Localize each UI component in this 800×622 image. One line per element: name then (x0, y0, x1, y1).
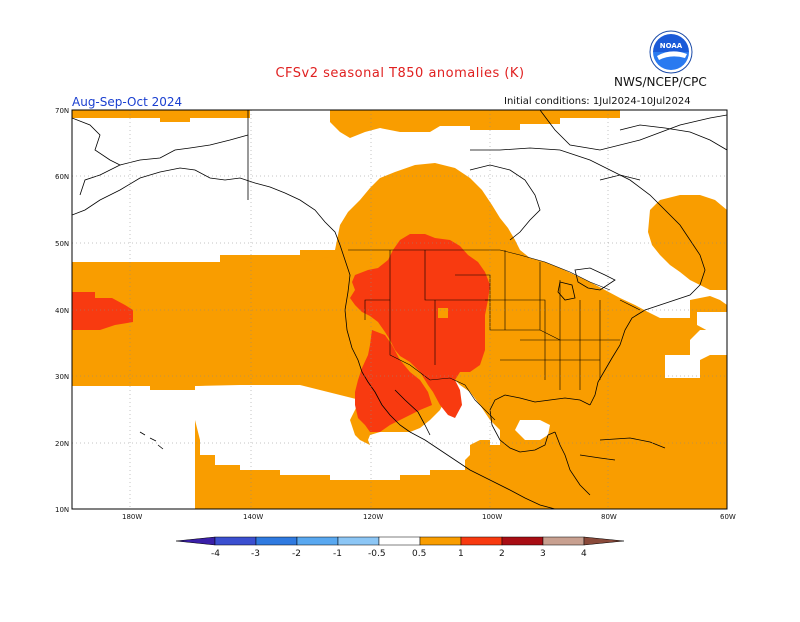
colorbar-label: 3 (540, 549, 546, 559)
noaa-logo-icon: NOAA (649, 30, 693, 74)
colorbar-label: 1 (458, 549, 464, 559)
colorbar-label: 2 (499, 549, 505, 559)
logo-text: NOAA (660, 42, 683, 50)
lon-label: 140W (243, 513, 263, 521)
anomaly-region-red-west (350, 234, 490, 418)
anomaly-region-red-pacific (72, 292, 133, 330)
lat-label: 10N (55, 506, 69, 514)
colorbar-swatch (255, 536, 298, 546)
anomaly-fields (72, 110, 727, 509)
colorbar-swatch (419, 536, 462, 546)
lon-label: 60W (720, 513, 736, 521)
lat-label: 70N (55, 107, 69, 115)
colorbar-label: -1 (333, 549, 342, 559)
colorbar-label: -3 (251, 549, 260, 559)
lat-label: 20N (55, 440, 69, 448)
lon-label: 80W (601, 513, 617, 521)
colorbar-swatch (542, 536, 585, 546)
lat-label: 50N (55, 240, 69, 248)
lon-label: 120W (363, 513, 383, 521)
lat-label: 30N (55, 373, 69, 381)
lon-label: 100W (482, 513, 502, 521)
graticule (72, 110, 727, 509)
neutral-region-subtropic (665, 355, 700, 378)
colorbar-label: -4 (211, 549, 220, 559)
anomaly-region-orange-spot (438, 308, 448, 318)
colorbar-label: -0.5 (368, 549, 386, 559)
colorbar-swatch (378, 536, 421, 546)
anomaly-region-orange-atlantic-ne (648, 195, 727, 290)
anomaly-region-orange-pacific (72, 256, 355, 386)
colorbar-swatch (175, 536, 216, 546)
colorbar-swatch (296, 536, 339, 546)
colorbar-swatch (583, 536, 625, 546)
anomaly-region-orange-arctic-2 (330, 110, 620, 138)
agency-label: NWS/NCEP/CPC (614, 75, 707, 89)
lat-label: 60N (55, 173, 69, 181)
colorbar-swatch (337, 536, 380, 546)
lat-label: 40N (55, 307, 69, 315)
neutral-region-gulf (515, 420, 550, 440)
colorbar-label: -2 (292, 549, 301, 559)
colorbar-swatch (501, 536, 544, 546)
colorbar: -4 -3 -2 -1 -0.5 0.5 1 2 3 4 (175, 536, 625, 559)
colorbar-swatch (460, 536, 503, 546)
map-frame (71, 109, 728, 510)
neutral-region-atlantic (697, 312, 727, 332)
longitude-labels: 180W 140W 120W 100W 80W 60W (122, 513, 736, 521)
initial-conditions-label: Initial conditions: 1Jul2024-10Jul2024 (504, 96, 691, 107)
period-label: Aug-Sep-Oct 2024 (72, 95, 183, 109)
anomaly-region-orange-arctic (72, 110, 250, 122)
coastlines (72, 110, 727, 509)
colorbar-label: 4 (581, 549, 587, 559)
lon-label: 180W (122, 513, 142, 521)
colorbar-swatch (214, 536, 257, 546)
map-title: CFSv2 seasonal T850 anomalies (K) (275, 66, 525, 81)
neutral-region-pacific (72, 385, 195, 509)
anomaly-region-red-southwest (355, 330, 432, 432)
colorbar-label: 0.5 (412, 549, 426, 559)
latitude-labels: 70N 60N 50N 40N 30N 20N 10N (55, 107, 69, 514)
